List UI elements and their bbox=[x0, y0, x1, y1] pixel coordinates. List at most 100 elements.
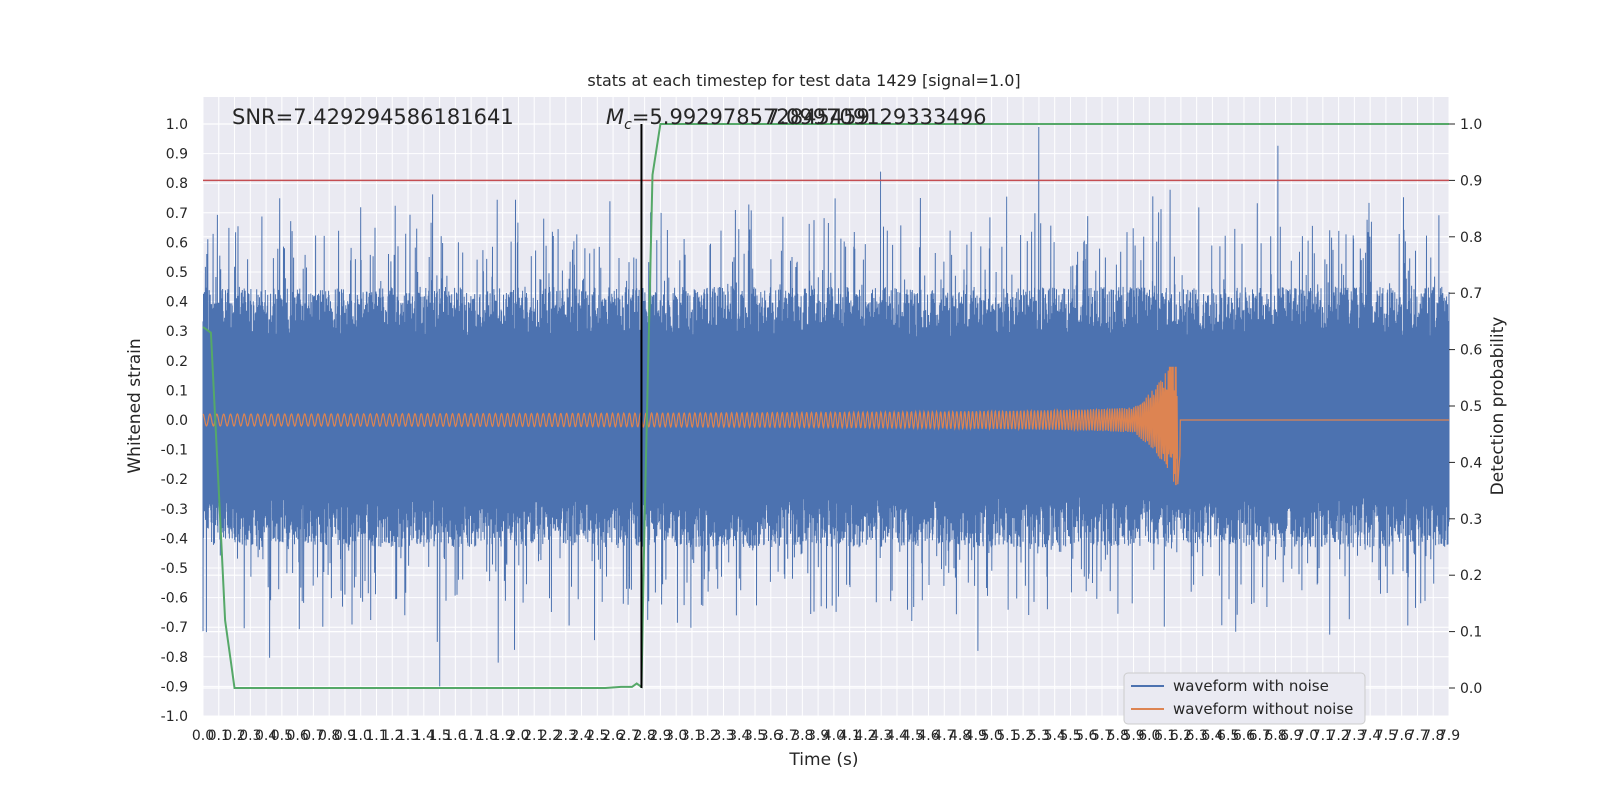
y2-tick-label: 0.5 bbox=[1460, 399, 1482, 415]
x-tick-label: 5.6 bbox=[1075, 728, 1097, 744]
x-tick-label: 4.1 bbox=[839, 728, 861, 744]
x-tick-label: 3.2 bbox=[697, 728, 719, 744]
x-tick-label: 3.0 bbox=[665, 728, 687, 744]
x-tick-label: 5.2 bbox=[1012, 728, 1034, 744]
x-tick-label: 6.2 bbox=[1170, 728, 1192, 744]
x-tick-label: 4.8 bbox=[949, 728, 971, 744]
legend-noise-label: waveform with noise bbox=[1173, 677, 1329, 695]
x-tick-label: 1.7 bbox=[460, 728, 482, 744]
x-tick-label: 6.3 bbox=[1186, 728, 1208, 744]
x-tick-label: 1.5 bbox=[428, 728, 450, 744]
x-tick-label: 0.5 bbox=[271, 728, 293, 744]
x-tick-label: 4.3 bbox=[870, 728, 892, 744]
x-tick-label: 1.8 bbox=[476, 728, 498, 744]
legend-clean-label: waveform without noise bbox=[1173, 700, 1353, 718]
x-tick-label: 1.1 bbox=[365, 728, 387, 744]
y2-tick-label: 0.3 bbox=[1460, 512, 1482, 528]
y-tick-label: 0.0 bbox=[166, 413, 188, 429]
x-tick-label: 7.1 bbox=[1312, 728, 1334, 744]
x-tick-label: 3.3 bbox=[712, 728, 734, 744]
x-tick-label: 7.2 bbox=[1327, 728, 1349, 744]
x-tick-label: 7.6 bbox=[1391, 728, 1413, 744]
x-tick-label: 7.5 bbox=[1375, 728, 1397, 744]
y-tick-label: 0.4 bbox=[166, 295, 188, 311]
y2-tick-label: 0.2 bbox=[1460, 568, 1482, 584]
x-tick-label: 6.9 bbox=[1280, 728, 1302, 744]
y2-tick-label: 0.6 bbox=[1460, 343, 1482, 359]
legend-box bbox=[1123, 672, 1366, 725]
x-tick-label: 2.5 bbox=[586, 728, 608, 744]
x-tick-label: 7.8 bbox=[1422, 728, 1444, 744]
y-tick-label: -0.4 bbox=[161, 531, 188, 547]
y-tick-label: 0.2 bbox=[166, 354, 188, 370]
x-tick-label: 2.0 bbox=[507, 728, 529, 744]
x-tick-label: 3.6 bbox=[760, 728, 782, 744]
x-tick-label: 5.1 bbox=[996, 728, 1018, 744]
y-tick-label: -1.0 bbox=[161, 709, 188, 725]
x-tick-label: 1.6 bbox=[444, 728, 466, 744]
y-tick-label: 0.1 bbox=[166, 383, 188, 399]
snr-annotation: SNR=7.429294586181641 bbox=[232, 105, 514, 129]
x-tick-label: 6.4 bbox=[1201, 728, 1223, 744]
y2-tick-label: 0.1 bbox=[1460, 625, 1482, 641]
x-tick-label: 0.8 bbox=[318, 728, 340, 744]
x-tick-label: 4.4 bbox=[886, 728, 908, 744]
x-tick-label: 0.7 bbox=[302, 728, 324, 744]
y-tick-label: 0.7 bbox=[166, 206, 188, 222]
x-tick-label: 2.3 bbox=[555, 728, 577, 744]
x-tick-label: 2.8 bbox=[633, 728, 655, 744]
y-tick-label: 0.5 bbox=[166, 265, 188, 281]
x-tick-label: 2.1 bbox=[523, 728, 545, 744]
x-tick-label: 0.4 bbox=[255, 728, 277, 744]
x-tick-label: 6.7 bbox=[1249, 728, 1271, 744]
x-tick-label: 6.0 bbox=[1138, 728, 1160, 744]
x-tick-label: 7.3 bbox=[1343, 728, 1365, 744]
x-tick-label: 6.6 bbox=[1233, 728, 1255, 744]
x-tick-label: 5.3 bbox=[1028, 728, 1050, 744]
x-tick-label: 2.9 bbox=[649, 728, 671, 744]
overlap-annotation: 7.099709129333496 bbox=[766, 105, 986, 129]
x-tick-label: 4.0 bbox=[823, 728, 845, 744]
x-tick-label: 3.1 bbox=[681, 728, 703, 744]
x-tick-label: 7.9 bbox=[1438, 728, 1460, 744]
chirp-mass-annotation: Mc=5.992978572845459 bbox=[606, 105, 870, 133]
y-tick-label: 0.6 bbox=[166, 235, 188, 251]
y2-tick-label: 1.0 bbox=[1460, 117, 1482, 133]
y-tick-label: -0.8 bbox=[161, 650, 188, 666]
x-tick-label: 0.1 bbox=[208, 728, 230, 744]
waveform-without-noise-line bbox=[202, 366, 1449, 486]
chart-title: stats at each timestep for test data 142… bbox=[587, 71, 1020, 90]
y-tick-label: -0.5 bbox=[161, 561, 188, 577]
x-tick-label: 0.2 bbox=[223, 728, 245, 744]
x-tick-label: 5.0 bbox=[980, 728, 1002, 744]
x-tick-label: 0.6 bbox=[287, 728, 309, 744]
x-tick-label: 5.4 bbox=[1044, 728, 1066, 744]
x-tick-label: 1.9 bbox=[492, 728, 514, 744]
y2-tick-label: 0.0 bbox=[1460, 681, 1482, 697]
x-tick-label: 4.9 bbox=[965, 728, 987, 744]
x-tick-label: 5.5 bbox=[1059, 728, 1081, 744]
x-axis-label: Time (s) bbox=[788, 750, 858, 770]
x-tick-label: 1.3 bbox=[397, 728, 419, 744]
waveform-with-noise-line bbox=[202, 126, 1450, 687]
x-tick-label: 5.7 bbox=[1091, 728, 1113, 744]
y2-tick-label: 0.7 bbox=[1460, 286, 1482, 302]
x-tick-label: 1.0 bbox=[350, 728, 372, 744]
y-tick-label: -0.1 bbox=[161, 443, 188, 459]
chirp-mass-subscript: c bbox=[624, 117, 632, 133]
x-tick-label: 7.4 bbox=[1359, 728, 1381, 744]
x-tick-label: 1.4 bbox=[413, 728, 435, 744]
y2-tick-label: 0.8 bbox=[1460, 230, 1482, 246]
x-tick-label: 1.2 bbox=[381, 728, 403, 744]
y-tick-label: 1.0 bbox=[166, 117, 188, 133]
x-tick-label: 2.6 bbox=[602, 728, 624, 744]
y2-axis-label: Detection probability bbox=[1488, 317, 1508, 496]
y-tick-label: -0.2 bbox=[161, 472, 188, 488]
chirp-mass-symbol: M bbox=[606, 105, 624, 129]
y2-tick-label: 0.9 bbox=[1460, 173, 1482, 189]
x-tick-label: 3.4 bbox=[728, 728, 750, 744]
x-tick-label: 0.9 bbox=[334, 728, 356, 744]
x-tick-label: 4.7 bbox=[933, 728, 955, 744]
x-tick-label: 3.9 bbox=[807, 728, 829, 744]
